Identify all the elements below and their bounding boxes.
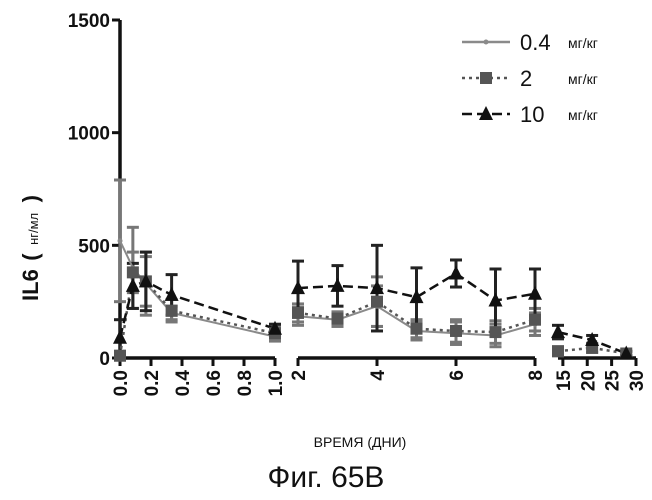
x-axis-label: ВРЕМЯ (ДНИ) bbox=[314, 434, 407, 450]
legend-marker-2 bbox=[480, 72, 492, 84]
data-point-s3-p4 bbox=[165, 287, 179, 301]
legend-unit-1: мг/кг bbox=[568, 35, 598, 51]
legend-unit-3: мг/кг bbox=[568, 107, 598, 123]
x-tick-label-0.0: 0.0 bbox=[111, 370, 132, 396]
x-tick-label-1.0: 1.0 bbox=[266, 370, 287, 396]
legend-label-1: 0.4 bbox=[520, 30, 551, 55]
y-tick-label-0: 0 bbox=[99, 349, 110, 370]
legend-unit-2: мг/кг bbox=[568, 71, 598, 87]
data-point-s3-p7 bbox=[331, 278, 345, 292]
x-tick-label-0.6: 0.6 bbox=[204, 370, 225, 396]
data-point-s2-p11 bbox=[490, 326, 502, 338]
data-point-s3-p2 bbox=[126, 278, 140, 292]
data-point-s2-p8 bbox=[371, 296, 383, 308]
series-markers bbox=[113, 238, 633, 361]
data-point-s3-p10 bbox=[449, 266, 463, 280]
data-point-s2-p2 bbox=[127, 266, 139, 278]
y-tick-label-500: 500 bbox=[78, 236, 110, 257]
data-point-s3-p12 bbox=[528, 286, 542, 300]
y-tick-label-1000: 1000 bbox=[68, 124, 110, 145]
data-point-s2-p10 bbox=[450, 325, 462, 337]
data-point-s2-p6 bbox=[292, 307, 304, 319]
x-tick-label-20: 20 bbox=[578, 370, 599, 391]
x-tick-label-0.2: 0.2 bbox=[142, 370, 163, 396]
x-tick-label-2: 2 bbox=[289, 370, 310, 381]
data-point-s2-p4 bbox=[166, 305, 178, 317]
x-tick-label-0.8: 0.8 bbox=[235, 370, 256, 396]
x-tick-label-15: 15 bbox=[554, 370, 575, 392]
legend-marker-1 bbox=[484, 40, 489, 45]
legend-label-3: 10 bbox=[520, 102, 544, 127]
x-tick-label-25: 25 bbox=[603, 370, 624, 392]
x-tick-label-0.4: 0.4 bbox=[173, 370, 194, 397]
y-tick-label-1500: 1500 bbox=[68, 11, 110, 32]
data-point-s1-p1 bbox=[118, 238, 123, 243]
figure-caption: Фиг. 65B bbox=[268, 461, 385, 494]
y-axis-label-main: IL6 bbox=[18, 269, 43, 301]
data-point-s2-p12 bbox=[529, 314, 541, 326]
legend-label-2: 2 bbox=[520, 66, 532, 91]
data-point-s3-p1 bbox=[113, 330, 127, 344]
y-axis-label-unit: нг/мл bbox=[26, 213, 41, 245]
legend: 0.4 мг/кг 2 мг/кг 10 мг/кг bbox=[462, 30, 598, 127]
data-point-s2-p13 bbox=[552, 345, 564, 357]
x-tick-label-30: 30 bbox=[627, 370, 648, 391]
data-point-s2-p7 bbox=[332, 313, 344, 325]
x-tick-label-4: 4 bbox=[368, 370, 389, 381]
data-point-s2-p1 bbox=[114, 350, 126, 362]
x-tick-label-8: 8 bbox=[526, 370, 547, 381]
x-tick-label-6: 6 bbox=[447, 370, 468, 381]
y-axis-label: IL6 ( нг/мл ) bbox=[18, 195, 43, 301]
data-point-s2-p9 bbox=[411, 323, 423, 335]
